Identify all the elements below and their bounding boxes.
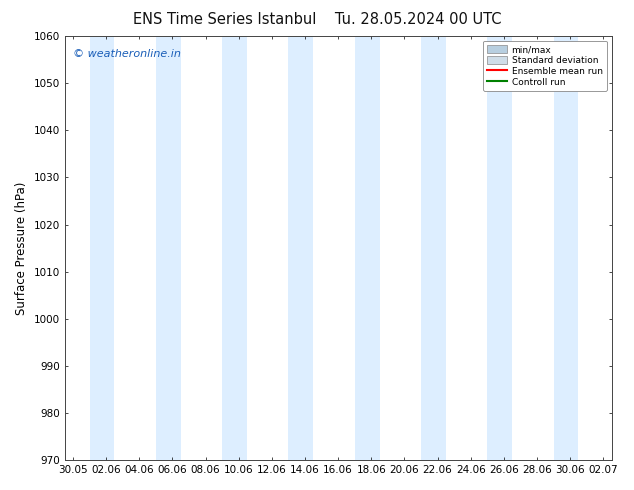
Legend: min/max, Standard deviation, Ensemble mean run, Controll run: min/max, Standard deviation, Ensemble me… xyxy=(482,41,607,91)
Bar xyxy=(89,36,114,460)
Bar xyxy=(156,36,181,460)
Bar xyxy=(421,36,446,460)
Bar xyxy=(488,36,512,460)
Y-axis label: Surface Pressure (hPa): Surface Pressure (hPa) xyxy=(15,181,28,315)
Bar xyxy=(553,36,578,460)
Bar xyxy=(222,36,247,460)
Bar xyxy=(288,36,313,460)
Bar xyxy=(355,36,380,460)
Text: © weatheronline.in: © weatheronline.in xyxy=(73,49,181,59)
Text: ENS Time Series Istanbul    Tu. 28.05.2024 00 UTC: ENS Time Series Istanbul Tu. 28.05.2024 … xyxy=(133,12,501,27)
